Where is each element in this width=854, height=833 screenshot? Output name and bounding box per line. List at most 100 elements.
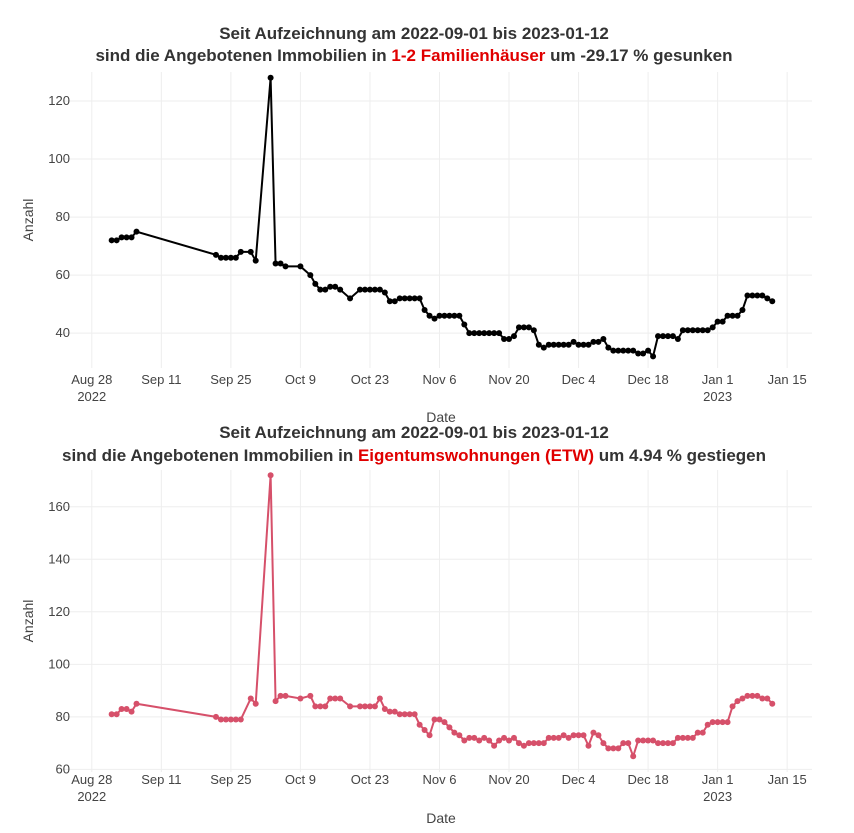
point [431, 315, 438, 322]
point [361, 286, 368, 293]
point [252, 257, 259, 264]
point [376, 695, 383, 702]
point [108, 711, 115, 718]
point [610, 347, 617, 354]
point [466, 330, 473, 337]
point [520, 742, 527, 749]
x-tick-label: Jan 15 [768, 772, 807, 787]
x-axis-label: Date [426, 409, 456, 425]
point [769, 700, 776, 707]
point [615, 347, 622, 354]
point [530, 327, 537, 334]
point [277, 692, 284, 699]
point [237, 716, 244, 723]
point [535, 740, 542, 747]
point [123, 705, 130, 712]
subtitle-part: Eigentumswohnungen (ETW) [358, 446, 594, 465]
point [699, 327, 706, 334]
point [764, 295, 771, 302]
point [759, 695, 766, 702]
point [307, 692, 314, 699]
point [515, 740, 522, 747]
point [466, 734, 473, 741]
point [431, 716, 438, 723]
point [401, 711, 408, 718]
point [580, 732, 587, 739]
subtitle-part: sind die Angebotenen Immobilien in [95, 46, 391, 65]
point [217, 254, 224, 261]
point [724, 719, 731, 726]
x-tick-label: Nov 20 [488, 372, 529, 387]
point [744, 692, 751, 699]
point [506, 335, 513, 342]
x-tick-label: Aug 28 2022 [71, 372, 112, 404]
point [297, 695, 304, 702]
point [674, 734, 681, 741]
point [630, 347, 637, 354]
point [501, 335, 508, 342]
x-tick-label: Oct 23 [351, 772, 389, 787]
point [307, 272, 314, 279]
point [729, 703, 736, 710]
point [128, 708, 135, 715]
point [729, 312, 736, 319]
point [366, 703, 373, 710]
y-tick-label: 100 [48, 656, 70, 671]
point [525, 740, 532, 747]
point [600, 335, 607, 342]
point [371, 703, 378, 710]
point [669, 333, 676, 340]
point [501, 734, 508, 741]
point [446, 312, 453, 319]
point [277, 260, 284, 267]
point [312, 703, 319, 710]
point [510, 333, 517, 340]
point [436, 312, 443, 319]
point [396, 295, 403, 302]
point [714, 318, 721, 325]
point [689, 327, 696, 334]
point [555, 734, 562, 741]
point [317, 703, 324, 710]
point [421, 306, 428, 313]
point [664, 740, 671, 747]
point [694, 729, 701, 736]
y-tick-label: 80 [56, 209, 70, 224]
x-tick-label: Dec 4 [562, 772, 596, 787]
point [709, 324, 716, 331]
subtitle-part: um -29.17 % gesunken [545, 46, 732, 65]
point [615, 745, 622, 752]
point [684, 734, 691, 741]
point [471, 330, 478, 337]
point [391, 708, 398, 715]
point [227, 716, 234, 723]
point [635, 350, 642, 357]
point [496, 737, 503, 744]
point [317, 286, 324, 293]
point [545, 341, 552, 348]
point [645, 737, 652, 744]
point [267, 472, 274, 479]
point [108, 237, 115, 244]
point [595, 732, 602, 739]
x-tick-label: Sep 25 [210, 772, 251, 787]
point [659, 740, 666, 747]
chart: Seit Aufzeichnung am 2022-09-01 bis 2023… [20, 425, 812, 826]
point [684, 327, 691, 334]
point [212, 713, 219, 720]
point [406, 711, 413, 718]
y-tick-label: 40 [56, 325, 70, 340]
point [456, 732, 463, 739]
point [689, 734, 696, 741]
point [347, 295, 354, 302]
point [133, 700, 140, 707]
point [595, 338, 602, 345]
point [406, 295, 413, 302]
y-tick-label: 60 [56, 267, 70, 282]
point [113, 711, 120, 718]
point [699, 729, 706, 736]
point [232, 716, 239, 723]
point [590, 338, 597, 345]
point [645, 347, 652, 354]
point [361, 703, 368, 710]
